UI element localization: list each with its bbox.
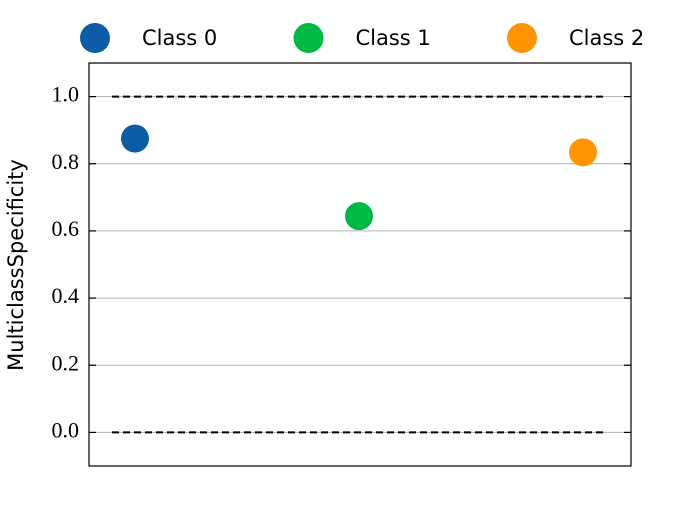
y-tick-label: 0.6 — [52, 216, 80, 241]
y-axis-label: MulticlassSpecificity — [4, 159, 28, 371]
legend-marker — [293, 23, 324, 53]
legend-marker — [80, 23, 110, 53]
y-tick-label: 0.0 — [52, 417, 80, 442]
legend-label: Class 0 — [142, 26, 217, 50]
legend-label: Class 2 — [569, 26, 644, 50]
legend-marker — [507, 23, 537, 53]
point — [345, 202, 373, 231]
y-tick-label: 0.8 — [52, 149, 80, 174]
point — [569, 138, 597, 167]
point — [121, 124, 149, 153]
y-tick-label: 0.4 — [52, 283, 80, 308]
y-tick-label: 0.2 — [52, 350, 80, 375]
y-tick-label: 1.0 — [52, 82, 80, 107]
legend-label: Class 1 — [356, 26, 431, 50]
plot-frame — [88, 62, 632, 467]
